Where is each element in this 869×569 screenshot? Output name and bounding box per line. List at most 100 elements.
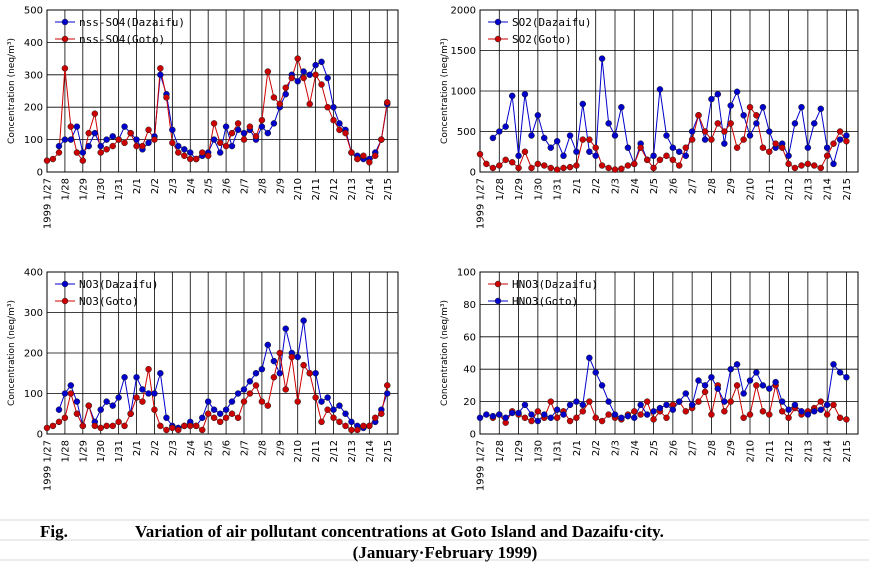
data-point — [605, 411, 612, 418]
data-point — [199, 426, 206, 434]
data-point — [306, 370, 313, 377]
x-tick-label: 2/5 — [649, 178, 660, 194]
data-point — [785, 414, 792, 422]
caption-subtext: (January·February 1999) — [353, 543, 538, 562]
data-point — [721, 140, 728, 147]
data-point — [151, 390, 158, 397]
data-point — [650, 416, 657, 423]
data-point — [740, 390, 747, 397]
x-tick-label: 2/10 — [293, 440, 304, 462]
data-point — [336, 402, 343, 409]
data-point — [759, 144, 767, 151]
data-point — [336, 126, 343, 134]
data-point — [151, 406, 158, 413]
data-point — [61, 65, 69, 72]
data-point — [199, 414, 206, 422]
data-point — [766, 128, 773, 135]
data-point — [682, 144, 690, 151]
data-point — [312, 61, 319, 69]
data-point — [366, 159, 373, 166]
data-point — [753, 120, 760, 127]
legend-marker — [494, 18, 502, 26]
data-point — [234, 120, 242, 127]
data-point — [810, 120, 818, 127]
data-point — [169, 139, 176, 147]
data-point — [663, 401, 670, 409]
data-point — [650, 164, 657, 172]
x-tick-label: 2/12 — [784, 178, 795, 200]
x-tick-label: 2/12 — [329, 178, 340, 200]
caption-label: Fig. — [40, 522, 68, 541]
y-tick-label: 100 — [457, 268, 476, 279]
data-point — [521, 148, 529, 155]
data-point — [127, 129, 134, 137]
data-point — [721, 408, 728, 415]
x-tick-label: 2/14 — [365, 178, 376, 200]
data-point — [246, 390, 254, 397]
data-point — [234, 126, 242, 134]
x-tick-label: 1999 1/27 — [476, 440, 487, 491]
data-point — [573, 398, 580, 405]
data-point — [240, 129, 248, 137]
data-point — [843, 416, 850, 423]
data-point — [566, 417, 574, 425]
data-point — [528, 411, 535, 418]
data-point — [145, 126, 152, 134]
data-point — [378, 136, 385, 143]
data-point — [181, 152, 188, 160]
data-point — [521, 401, 529, 409]
data-point — [605, 120, 612, 127]
x-tick-label: 1/29 — [514, 440, 525, 462]
data-point — [61, 390, 69, 397]
data-point — [553, 166, 561, 173]
data-point — [181, 146, 188, 153]
y-tick-label: 0 — [37, 168, 43, 179]
data-point — [778, 398, 786, 405]
data-point — [43, 424, 51, 432]
x-tick-label: 1/29 — [78, 440, 89, 462]
data-point — [566, 132, 574, 139]
data-point — [515, 152, 522, 160]
data-point — [145, 365, 152, 373]
data-point — [727, 102, 734, 109]
x-tick-label: 2/6 — [668, 178, 679, 194]
data-point — [669, 406, 677, 413]
data-point — [324, 394, 331, 401]
data-point — [547, 414, 555, 422]
data-point — [187, 149, 194, 156]
data-point — [573, 162, 580, 169]
data-point — [276, 100, 284, 108]
legend-label: NO3(Goto) — [79, 295, 139, 308]
data-point — [234, 390, 242, 397]
data-point — [109, 422, 116, 430]
data-point — [540, 162, 548, 169]
data-point — [187, 155, 194, 163]
data-point — [270, 120, 278, 127]
data-point — [515, 409, 522, 417]
data-point — [496, 128, 503, 135]
data-point — [669, 156, 677, 164]
y-tick-label: 500 — [457, 127, 476, 138]
y-tick-label: 200 — [24, 349, 43, 360]
data-point — [228, 129, 236, 137]
data-point — [228, 398, 236, 405]
data-point — [598, 417, 606, 425]
x-tick-label: 2/6 — [668, 440, 679, 456]
data-point — [618, 165, 625, 173]
data-point — [91, 129, 99, 137]
x-tick-label: 2/7 — [239, 178, 250, 194]
x-tick-label: 2/9 — [275, 440, 286, 456]
data-point — [324, 406, 331, 413]
data-point — [318, 81, 325, 88]
data-point — [348, 149, 355, 156]
data-point — [637, 144, 644, 151]
x-tick-label: 2/5 — [204, 178, 215, 194]
data-point — [246, 378, 254, 385]
x-tick-label: 2/13 — [347, 440, 358, 462]
data-point — [384, 99, 391, 106]
data-point — [55, 142, 63, 150]
y-tick-label: 2000 — [451, 6, 476, 17]
data-point — [810, 408, 818, 415]
data-point — [246, 123, 254, 130]
x-tick-label: 2/2 — [591, 178, 602, 194]
